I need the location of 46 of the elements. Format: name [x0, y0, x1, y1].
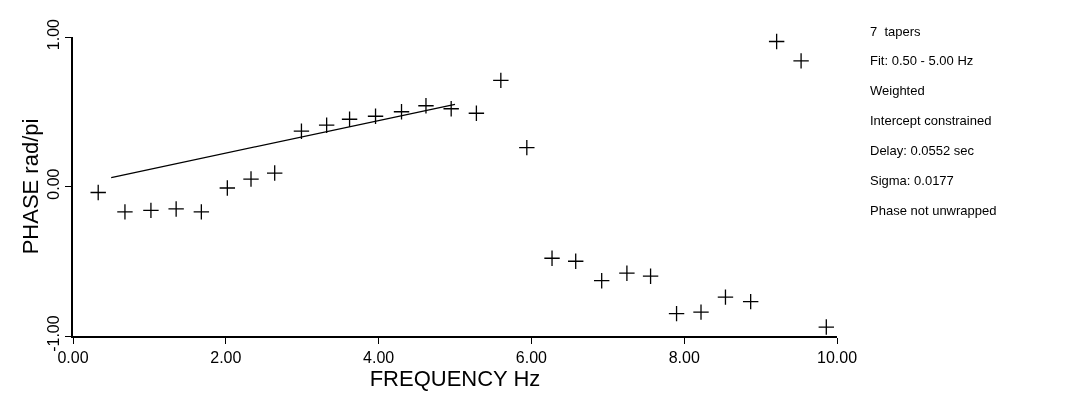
point	[642, 267, 659, 285]
point	[89, 184, 107, 201]
point	[116, 203, 134, 221]
point	[717, 288, 734, 306]
point	[768, 33, 785, 50]
point	[341, 110, 358, 128]
x-axis-title: FREQUENCY Hz	[369, 365, 541, 391]
point	[543, 249, 561, 267]
point	[167, 200, 185, 218]
point	[618, 264, 636, 282]
text: Weighted	[870, 83, 925, 98]
point	[193, 203, 210, 221]
x-tick-label: 10.00	[816, 348, 858, 366]
text: Fit: 0.50 - 5.00 Hz	[870, 53, 974, 68]
point	[567, 252, 585, 270]
point	[266, 164, 284, 182]
point	[668, 305, 685, 322]
point	[318, 116, 335, 134]
point	[817, 318, 835, 336]
point	[492, 72, 510, 89]
point	[293, 122, 310, 140]
point	[417, 97, 435, 115]
point	[218, 179, 236, 197]
text: Phase not unwrapped	[870, 203, 997, 218]
point	[393, 103, 410, 121]
x-tick-label: 8.00	[668, 348, 700, 366]
x-tick-label: 4.00	[363, 348, 395, 366]
x-tick-label: 2.00	[210, 348, 242, 366]
y-axis-title: PHASE rad/pi	[18, 118, 44, 255]
point	[142, 202, 160, 219]
y-tick-label: 0.00	[44, 168, 62, 200]
point	[692, 303, 710, 321]
point	[792, 52, 810, 70]
point	[468, 104, 485, 122]
point	[367, 107, 384, 125]
point	[742, 293, 760, 310]
text: Intercept constrained	[870, 113, 992, 128]
point	[518, 139, 536, 156]
x-tick-label: 6.00	[515, 348, 548, 366]
point	[442, 100, 460, 118]
point	[242, 170, 260, 188]
text: Sigma: 0.0177	[870, 173, 954, 188]
text: 7 tapers	[870, 24, 922, 39]
y-tick-label: 1.00	[44, 18, 62, 51]
point	[593, 272, 611, 290]
text: Delay: 0.0552 sec	[870, 143, 975, 158]
